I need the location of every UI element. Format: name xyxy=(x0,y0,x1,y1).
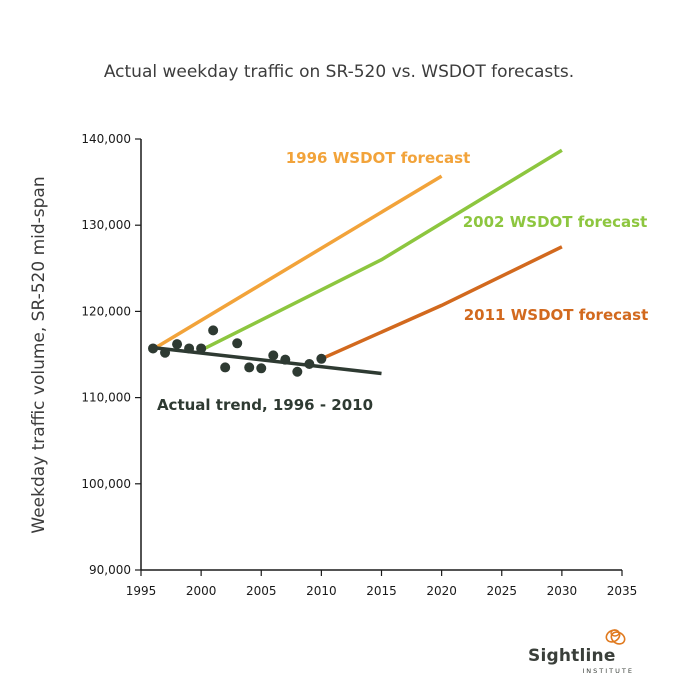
observation-points xyxy=(148,325,327,377)
y-axis-title: Weekday traffic volume, SR-520 mid-span xyxy=(29,176,49,533)
series-label: 2002 WSDOT forecast xyxy=(463,213,648,231)
x-tick-label: 2035 xyxy=(607,584,638,598)
x-tick-label: 1995 xyxy=(126,584,157,598)
data-point xyxy=(148,343,159,354)
data-point xyxy=(316,353,327,364)
sightline-logo: Sightline INSTITUTE xyxy=(528,624,638,680)
data-point xyxy=(292,366,303,377)
data-point xyxy=(160,347,171,358)
y-tick-label: 100,000 xyxy=(81,477,131,491)
data-point xyxy=(280,354,291,365)
y-tick-label: 140,000 xyxy=(81,132,131,146)
x-tick-label: 2010 xyxy=(306,584,337,598)
data-point xyxy=(220,362,231,373)
x-tick-label: 2030 xyxy=(547,584,578,598)
data-point xyxy=(196,343,207,354)
x-axis-ticks: 1995 2000 2005 2010 2015 2020 2025 2030 2035 xyxy=(126,570,638,598)
sightline-logo-mark-icon xyxy=(605,629,626,645)
series-line xyxy=(200,148,563,352)
series-label: Actual trend, 1996 - 2010 xyxy=(157,396,373,414)
y-axis-ticks: 90,000 100,000 110,000 120,000 130,000 140,00… xyxy=(81,132,141,577)
series-label: 2011 WSDOT forecast xyxy=(464,306,649,324)
x-tick-label: 2025 xyxy=(486,584,517,598)
series-line xyxy=(152,174,443,351)
data-point xyxy=(268,350,279,361)
x-tick-label: 2015 xyxy=(366,584,397,598)
x-tick-label: 2005 xyxy=(246,584,277,598)
data-point xyxy=(232,338,243,349)
data-point xyxy=(184,343,195,354)
y-tick-label: 110,000 xyxy=(81,391,131,405)
series-labels: 1996 WSDOT forecast 2002 WSDOT forecast 20… xyxy=(157,149,648,414)
series-lines xyxy=(152,148,563,376)
x-tick-label: 2020 xyxy=(426,584,457,598)
chart-title: Actual weekday traffic on SR-520 vs. WSD… xyxy=(103,62,575,82)
data-point xyxy=(244,362,255,373)
data-point xyxy=(208,325,219,336)
x-tick-label: 2000 xyxy=(186,584,217,598)
data-point xyxy=(304,358,315,369)
logo-wordmark: Sightline xyxy=(528,646,616,666)
y-tick-label: 90,000 xyxy=(89,563,131,577)
y-tick-label: 130,000 xyxy=(81,218,131,232)
series-line xyxy=(320,245,563,361)
series-label: 1996 WSDOT forecast xyxy=(286,149,471,167)
data-point xyxy=(172,339,183,350)
logo-subtitle: INSTITUTE xyxy=(582,667,634,675)
y-tick-label: 120,000 xyxy=(81,304,131,318)
data-point xyxy=(256,363,267,374)
